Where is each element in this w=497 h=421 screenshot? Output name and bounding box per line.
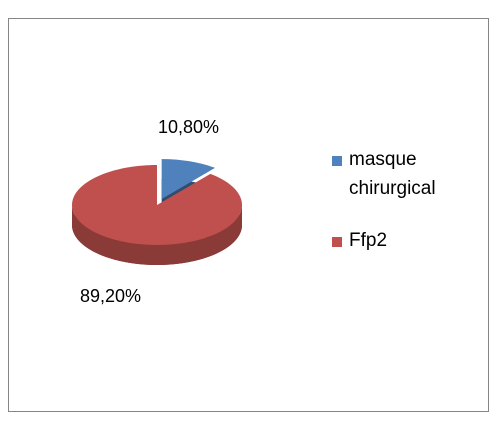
slice-top: [72, 165, 242, 245]
legend-label: masque chirurgical: [349, 149, 436, 199]
slice-side: [72, 205, 242, 265]
legend-entry: masque chirurgical: [332, 149, 469, 203]
slice: [72, 165, 242, 265]
data-label: 89,20%: [80, 286, 142, 306]
slice-top: [161, 159, 216, 200]
data-label: 10,80%: [158, 117, 220, 137]
legend-label: Ffp2: [349, 230, 388, 251]
legend-swatch: [332, 237, 342, 247]
legend-swatch: [332, 156, 342, 166]
legend-entry: Ffp2: [332, 230, 469, 255]
